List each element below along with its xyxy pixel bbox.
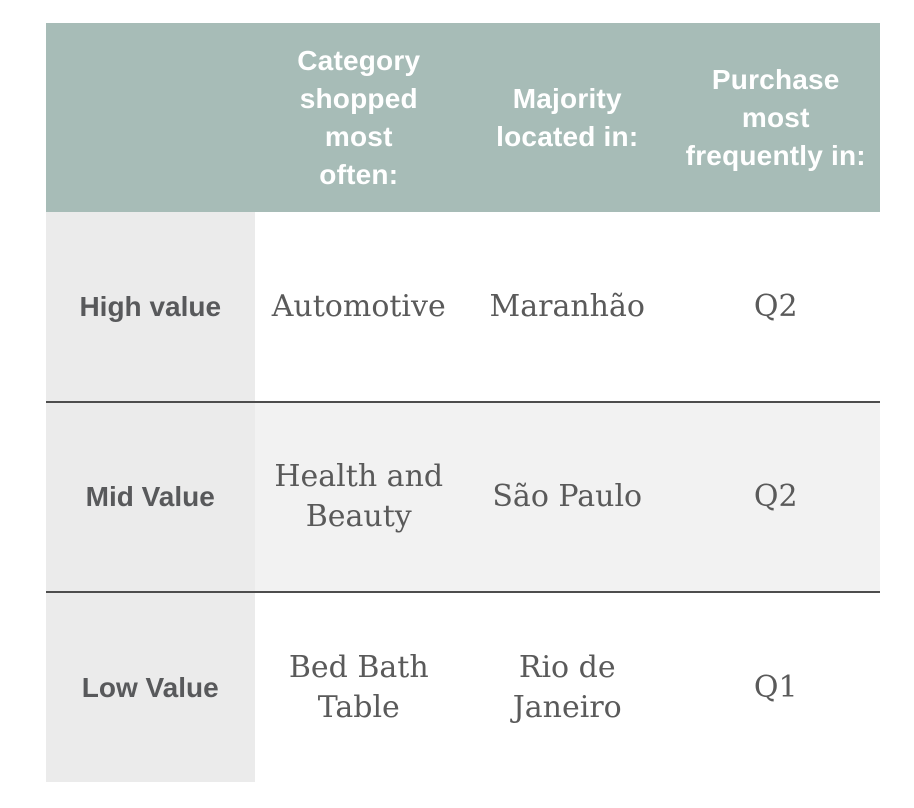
header-cell-majority-located: Majority located in: <box>463 23 672 212</box>
cell-high-value-category: Automotive <box>254 212 463 402</box>
cell-low-value-location: Rio de Janeiro <box>463 591 672 782</box>
cell-mid-value-location: São Paulo <box>463 401 672 592</box>
cell-high-value-quarter: Q2 <box>671 212 880 402</box>
row-label-low-value: Low Value <box>46 591 255 782</box>
cell-mid-value-category: Health and Beauty <box>254 401 463 592</box>
value-segments-table-container: Category shopped most often: Majority lo… <box>46 23 880 782</box>
header-cell-purchase-frequency: Purchase most frequently in: <box>671 23 880 212</box>
cell-mid-value-quarter: Q2 <box>671 401 880 592</box>
table-row-low-value: Low Value Bed Bath Table Rio de Janeiro … <box>46 591 880 782</box>
value-segments-table: Category shopped most often: Majority lo… <box>46 23 880 782</box>
header-cell-blank <box>46 23 255 212</box>
table-row-mid-value: Mid Value Health and Beauty São Paulo Q2 <box>46 401 880 592</box>
header-cell-category-shopped: Category shopped most often: <box>254 23 463 212</box>
table-header: Category shopped most often: Majority lo… <box>46 23 880 212</box>
header-row: Category shopped most often: Majority lo… <box>46 23 880 212</box>
cell-low-value-quarter: Q1 <box>671 591 880 782</box>
cell-low-value-category: Bed Bath Table <box>254 591 463 782</box>
row-label-high-value: High value <box>46 212 255 402</box>
table-row-high-value: High value Automotive Maranhão Q2 <box>46 212 880 402</box>
cell-high-value-location: Maranhão <box>463 212 672 402</box>
row-label-mid-value: Mid Value <box>46 401 255 592</box>
